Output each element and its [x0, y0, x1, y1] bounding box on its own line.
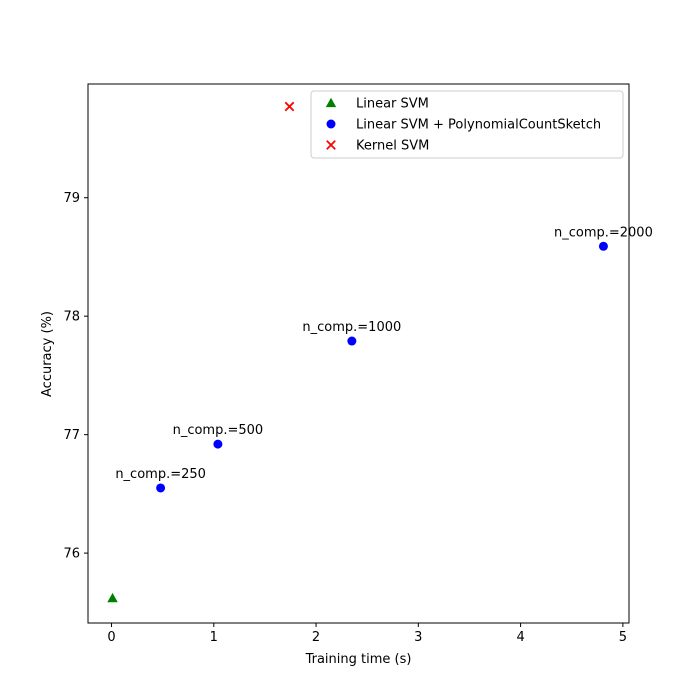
plot-area	[88, 84, 629, 623]
x-tick-label: 5	[619, 630, 627, 645]
data-point	[347, 336, 357, 346]
legend-marker-stroke-2	[326, 140, 336, 150]
y-tick-label: 76	[63, 547, 80, 562]
data-point	[213, 439, 223, 449]
point-annotation: n_comp.=250	[115, 467, 206, 482]
axis-labels: Training time (s) Accuracy (%)	[40, 311, 411, 667]
legend-entry-label: Linear SVM	[356, 97, 429, 112]
legend-entry-label: Linear SVM + PolynomialCountSketch	[356, 118, 601, 133]
data-point	[107, 592, 118, 603]
legend: Linear SVM Linear SVM + PolynomialCountSk…	[310, 90, 624, 159]
point-annotation: n_comp.=500	[173, 423, 264, 438]
y-tick-label: 79	[63, 191, 80, 206]
point-annotation: n_comp.=2000	[554, 225, 653, 240]
legend-marker	[325, 97, 337, 108]
data-point	[156, 483, 166, 493]
legend-box	[310, 90, 624, 159]
x-axis-label: Training time (s)	[305, 652, 412, 667]
y-axis-label: Accuracy (%)	[40, 311, 55, 397]
x-tick-label: 2	[312, 630, 320, 645]
x-tick-label: 4	[516, 630, 524, 645]
data-point	[284, 101, 295, 112]
y-tick-label: 78	[63, 310, 80, 325]
axes-frame: 0 1 2 3 4 5 76 77 78 79	[63, 83, 630, 645]
plot-background	[88, 84, 629, 623]
legend-entry-label: Kernel SVM	[356, 139, 429, 154]
x-tick-label: 1	[210, 630, 218, 645]
x-tick-label: 3	[414, 630, 422, 645]
y-tick-label: 77	[63, 428, 80, 443]
data-point	[598, 241, 608, 251]
data-marks: n_comp.=250 n_comp.=500 n_comp.=1000 n_comp…	[107, 101, 653, 603]
point-annotation: n_comp.=1000	[302, 320, 401, 335]
x-tick-label: 0	[107, 630, 115, 645]
axes-border	[87, 83, 630, 624]
legend-marker	[326, 119, 336, 129]
data-point-stroke-2	[284, 101, 295, 112]
legend-marker	[326, 140, 336, 150]
